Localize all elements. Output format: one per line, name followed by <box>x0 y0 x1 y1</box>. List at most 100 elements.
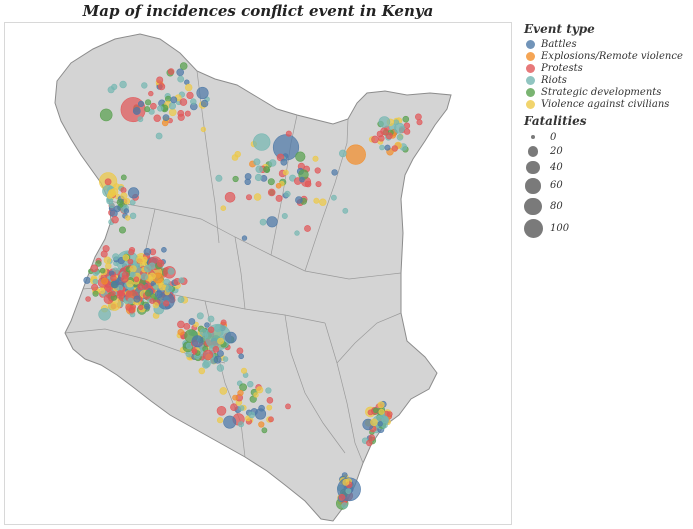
event-marker[interactable] <box>170 96 178 104</box>
event-marker[interactable] <box>177 328 185 336</box>
event-marker[interactable] <box>282 169 289 176</box>
event-marker[interactable] <box>239 383 247 392</box>
event-marker[interactable] <box>155 132 163 140</box>
event-marker[interactable] <box>225 331 237 344</box>
event-marker[interactable] <box>99 108 113 122</box>
event-marker[interactable] <box>196 86 209 100</box>
event-marker[interactable] <box>255 165 263 173</box>
event-marker[interactable] <box>269 159 277 167</box>
event-marker[interactable] <box>203 359 211 368</box>
event-marker[interactable] <box>386 411 393 417</box>
event-marker[interactable] <box>133 276 140 283</box>
event-marker[interactable] <box>148 90 154 97</box>
event-marker[interactable] <box>377 401 385 409</box>
event-marker[interactable] <box>184 110 191 117</box>
event-marker[interactable] <box>110 274 117 282</box>
event-marker[interactable] <box>149 298 155 304</box>
event-marker[interactable] <box>198 367 206 375</box>
event-marker[interactable] <box>191 348 198 354</box>
event-marker[interactable] <box>370 418 378 427</box>
event-marker[interactable] <box>202 332 209 339</box>
event-marker[interactable] <box>163 278 171 286</box>
event-marker[interactable] <box>107 86 115 94</box>
event-marker[interactable] <box>304 180 312 188</box>
event-marker[interactable] <box>220 319 227 326</box>
event-marker[interactable] <box>366 439 373 447</box>
event-marker[interactable] <box>219 387 228 395</box>
event-marker[interactable] <box>238 405 245 411</box>
event-marker[interactable] <box>376 130 384 138</box>
event-marker[interactable] <box>152 302 159 309</box>
legend-event-item[interactable]: Violence against civilians <box>520 98 692 110</box>
event-marker[interactable] <box>385 132 393 140</box>
event-marker[interactable] <box>254 173 263 182</box>
event-marker[interactable] <box>342 478 350 486</box>
event-marker[interactable] <box>244 178 251 186</box>
event-marker[interactable] <box>157 105 164 112</box>
event-marker[interactable] <box>248 411 256 419</box>
event-marker[interactable] <box>85 296 91 302</box>
event-marker[interactable] <box>258 404 265 412</box>
event-marker[interactable] <box>190 98 197 105</box>
event-marker[interactable] <box>132 107 141 115</box>
event-marker[interactable] <box>168 102 176 110</box>
event-marker[interactable] <box>338 493 346 501</box>
event-marker[interactable] <box>179 62 188 70</box>
event-marker[interactable] <box>137 283 145 291</box>
event-marker[interactable] <box>106 192 113 199</box>
event-marker[interactable] <box>119 80 127 89</box>
event-marker[interactable] <box>222 356 229 362</box>
event-marker[interactable] <box>236 347 244 355</box>
event-marker[interactable] <box>125 215 131 221</box>
event-marker[interactable] <box>98 287 106 295</box>
event-marker[interactable] <box>217 417 224 424</box>
event-marker[interactable] <box>150 102 157 110</box>
event-marker[interactable] <box>101 277 109 285</box>
event-marker[interactable] <box>220 205 227 211</box>
event-marker[interactable] <box>156 259 165 268</box>
event-marker[interactable] <box>145 99 152 106</box>
event-marker[interactable] <box>207 315 215 323</box>
event-marker[interactable] <box>133 295 141 303</box>
event-marker[interactable] <box>212 345 220 353</box>
event-marker[interactable] <box>266 404 273 411</box>
event-marker[interactable] <box>402 115 410 123</box>
event-marker[interactable] <box>241 235 248 241</box>
event-marker[interactable] <box>280 158 288 166</box>
event-marker[interactable] <box>299 176 305 183</box>
event-marker[interactable] <box>161 247 167 253</box>
event-marker[interactable] <box>284 190 291 198</box>
event-marker[interactable] <box>156 76 164 84</box>
event-marker[interactable] <box>342 207 349 214</box>
event-marker[interactable] <box>285 130 292 137</box>
event-marker[interactable] <box>129 212 137 220</box>
event-marker[interactable] <box>129 271 136 278</box>
event-marker[interactable] <box>158 83 166 91</box>
event-marker[interactable] <box>123 208 130 214</box>
event-marker[interactable] <box>368 434 376 442</box>
event-marker[interactable] <box>200 99 209 108</box>
event-marker[interactable] <box>265 387 272 394</box>
event-marker[interactable] <box>110 290 116 296</box>
event-marker[interactable] <box>267 188 276 197</box>
event-marker[interactable] <box>200 126 207 133</box>
event-marker[interactable] <box>185 83 193 92</box>
event-marker[interactable] <box>331 169 338 176</box>
event-marker[interactable] <box>281 213 288 220</box>
event-marker[interactable] <box>176 68 184 77</box>
event-marker[interactable] <box>237 389 244 397</box>
legend-event-item[interactable]: Explosions/Remote violence <box>520 50 692 62</box>
event-marker[interactable] <box>345 488 352 494</box>
event-marker[interactable] <box>391 145 398 152</box>
event-marker[interactable] <box>247 381 254 388</box>
event-marker[interactable] <box>253 392 259 398</box>
event-marker[interactable] <box>294 230 300 236</box>
event-marker[interactable] <box>261 427 268 434</box>
event-marker[interactable] <box>377 421 383 427</box>
event-marker[interactable] <box>178 277 185 284</box>
event-marker[interactable] <box>128 307 135 314</box>
event-marker[interactable] <box>202 349 214 361</box>
event-marker[interactable] <box>138 100 145 107</box>
event-marker[interactable] <box>143 248 152 256</box>
event-marker[interactable] <box>268 416 274 423</box>
